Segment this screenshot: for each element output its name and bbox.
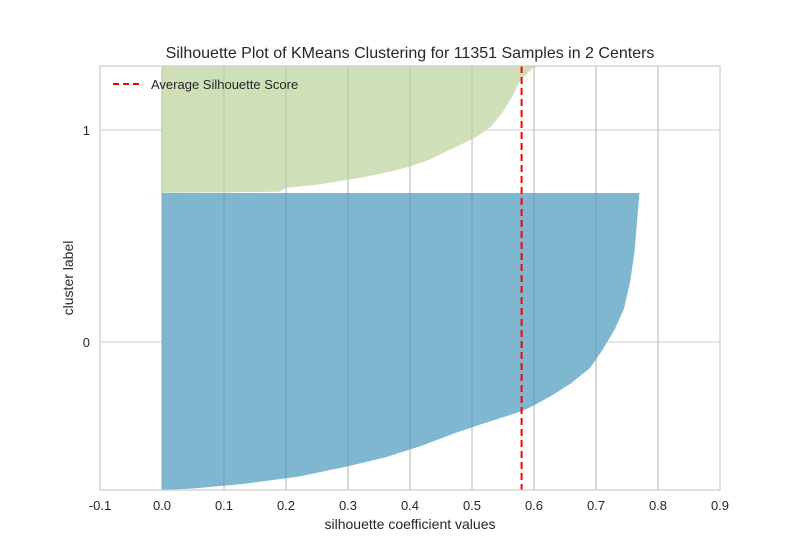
legend: Average Silhouette Score [113,77,298,92]
x-tick-label: 0.7 [587,498,605,513]
x-tick-label: 0.8 [649,498,667,513]
silhouette-area-cluster-0 [162,193,640,490]
x-axis-label: silhouette coefficient values [325,516,496,532]
plot-frame [99,65,721,491]
y-tick-label: 1 [83,123,90,138]
x-tick-label: 0.9 [711,498,729,513]
y-axis-label: cluster label [60,241,76,316]
legend-average-label: Average Silhouette Score [151,77,298,92]
y-tick-labels: 01 [83,123,90,350]
y-tick-label: 0 [83,335,90,350]
x-tick-label: 0.2 [277,498,295,513]
x-tick-label: 0.4 [401,498,419,513]
chart-title: Silhouette Plot of KMeans Clustering for… [166,45,655,62]
x-tick-label: 0.0 [153,498,171,513]
silhouette-areas [99,66,721,490]
x-tick-label: 0.1 [215,498,233,513]
x-tick-label: 0.3 [339,498,357,513]
x-tick-label: 0.5 [463,498,481,513]
x-tick-label: 0.6 [525,498,543,513]
silhouette-area-cluster-1 [140,66,541,193]
x-tick-labels: -0.1 0.0 0.1 0.2 0.3 0.4 0.5 0.6 0.7 0.8 0.9 [89,498,729,513]
x-tick-label: -0.1 [89,498,111,513]
